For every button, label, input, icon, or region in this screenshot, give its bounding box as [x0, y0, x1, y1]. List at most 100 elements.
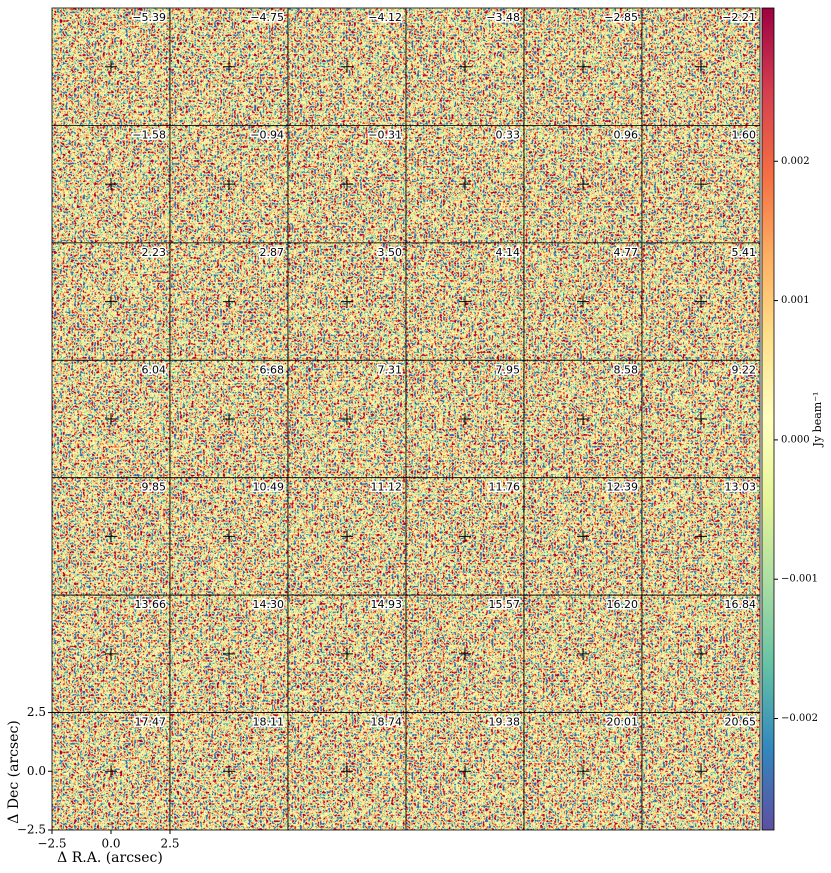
colorbar-tick-label: 0.002: [781, 156, 810, 167]
velocity-label: 15.57: [489, 598, 521, 611]
velocity-label: 9.85: [142, 481, 167, 494]
center-cross: [459, 530, 471, 543]
center-cross: [695, 295, 707, 308]
velocity-label: 11.12: [371, 481, 403, 494]
center-cross: [577, 647, 589, 660]
center-cross: [223, 647, 235, 660]
velocity-label: 19.38: [489, 716, 521, 729]
velocity-label: 5.41: [732, 246, 757, 259]
center-cross: [459, 60, 471, 73]
center-cross: [341, 60, 353, 73]
center-cross: [105, 765, 117, 778]
center-cross: [577, 178, 589, 191]
center-cross: [459, 413, 471, 425]
velocity-label: 0.96: [614, 128, 639, 141]
center-cross: [223, 60, 235, 73]
center-cross: [695, 178, 707, 191]
velocity-label: 13.66: [135, 598, 167, 611]
center-cross: [223, 295, 235, 308]
velocity-label: 8.58: [614, 363, 639, 376]
colorbar-tick-label: −0.002: [781, 713, 818, 724]
velocity-label: 9.22: [732, 363, 757, 376]
velocity-label: 14.30: [253, 598, 285, 611]
velocity-label: 16.20: [607, 598, 639, 611]
velocity-label: 4.77: [614, 246, 639, 259]
x-axis-label: Δ R.A. (arcsec): [57, 850, 163, 866]
center-cross: [105, 295, 117, 308]
x-tick-label: 2.5: [160, 837, 179, 851]
velocity-label: −5.39: [132, 11, 166, 24]
velocity-label: −2.85: [604, 11, 638, 24]
center-cross: [223, 765, 235, 778]
center-cross: [695, 765, 707, 778]
center-cross: [577, 765, 589, 778]
colorbar-label: Jy beam⁻¹: [811, 392, 824, 448]
panel-frame: [641, 712, 761, 831]
velocity-label: 7.31: [378, 363, 403, 376]
panels: −5.39 −4.75 −4.12 −3.48 −2.85 −2.21 −1.58 −0.94…: [51, 7, 761, 831]
center-cross: [105, 178, 117, 191]
center-cross: [341, 765, 353, 778]
center-cross: [577, 530, 589, 543]
velocity-label: 3.50: [378, 246, 403, 259]
velocity-label: 14.93: [371, 598, 403, 611]
center-cross: [695, 647, 707, 660]
velocity-label: 20.01: [607, 716, 639, 729]
velocity-label: 16.84: [725, 598, 757, 611]
velocity-label: 12.39: [607, 481, 639, 494]
velocity-label: 6.68: [260, 363, 285, 376]
colorbar-tick-label: 0.001: [781, 295, 810, 306]
y-tick-label: 0.0: [27, 764, 46, 778]
center-cross: [577, 60, 589, 73]
y-tick-label: −2.5: [17, 823, 46, 837]
center-cross: [341, 413, 353, 425]
center-cross: [341, 178, 353, 191]
center-cross: [341, 530, 353, 543]
center-cross: [695, 60, 707, 73]
center-cross: [459, 295, 471, 308]
x-tick-label: −2.5: [37, 837, 66, 851]
center-cross: [223, 413, 235, 425]
colorbar-tick-label: −0.001: [781, 574, 818, 585]
center-cross: [459, 765, 471, 778]
center-cross: [577, 295, 589, 308]
x-tick-label: 0.0: [101, 837, 120, 851]
center-cross: [459, 178, 471, 191]
velocity-label: 4.14: [496, 246, 521, 259]
y-axis-label: Δ Dec (arcsec): [6, 720, 22, 823]
velocity-label: 0.33: [496, 128, 521, 141]
velocity-label: −4.75: [250, 11, 284, 24]
velocity-label: −2.21: [722, 11, 756, 24]
center-cross: [695, 530, 707, 543]
velocity-label: 6.04: [142, 363, 167, 376]
colorbar: [761, 7, 775, 831]
velocity-label: 2.87: [260, 246, 285, 259]
velocity-label: 2.23: [142, 246, 167, 259]
center-cross: [105, 530, 117, 543]
velocity-label: 17.47: [135, 716, 167, 729]
center-cross: [459, 647, 471, 660]
center-cross: [105, 60, 117, 73]
center-cross: [577, 413, 589, 425]
velocity-label: −1.58: [132, 128, 166, 141]
velocity-label: −3.48: [486, 11, 520, 24]
velocity-label: 18.11: [253, 716, 285, 729]
velocity-label: 18.74: [371, 716, 403, 729]
center-cross: [223, 178, 235, 191]
velocity-label: 20.65: [725, 716, 757, 729]
center-cross: [105, 647, 117, 660]
center-cross: [341, 295, 353, 308]
velocity-label: −0.94: [250, 128, 284, 141]
y-tick-label: 2.5: [27, 705, 46, 719]
colorbar-tick-label: 0.000: [781, 434, 810, 445]
velocity-label: −0.31: [368, 128, 402, 141]
velocity-label: 13.03: [725, 481, 757, 494]
velocity-label: 11.76: [489, 481, 521, 494]
velocity-label: 1.60: [732, 128, 757, 141]
center-cross: [341, 647, 353, 660]
center-cross: [105, 413, 117, 425]
velocity-label: −4.12: [368, 11, 402, 24]
velocity-label: 10.49: [253, 481, 285, 494]
velocity-label: 7.95: [496, 363, 521, 376]
